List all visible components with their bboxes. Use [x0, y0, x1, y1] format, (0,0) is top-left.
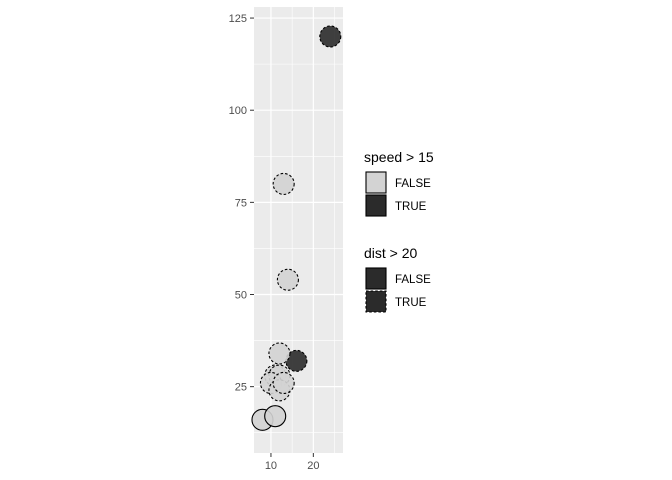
legend-key: [365, 290, 387, 313]
y-tick-label: 50: [235, 290, 247, 302]
legend-key: [365, 171, 387, 194]
axes: 10 20 25 50 75 100 125: [229, 13, 320, 472]
data-point: [276, 268, 299, 291]
y-tick-label: 75: [235, 197, 247, 209]
legend-label: TRUE: [395, 201, 427, 213]
y-tick-label: 100: [229, 105, 247, 117]
legend-key: [365, 194, 387, 217]
legends: speed > 15 FALSE TRUE dist > 20 FALSE TRUE: [364, 149, 434, 313]
data-point: [319, 25, 342, 48]
data-points: [251, 25, 342, 431]
x-tick-label: 20: [307, 460, 319, 472]
y-tick-label: 25: [235, 382, 247, 394]
grid-lines: [254, 7, 343, 453]
legend-title: speed > 15: [364, 149, 434, 165]
data-point: [272, 172, 295, 195]
legend-title: dist > 20: [364, 245, 418, 261]
x-tick-label: 10: [265, 460, 277, 472]
data-point: [268, 342, 291, 365]
data-point: [264, 405, 287, 428]
legend-key: [365, 267, 387, 290]
legend-label: FALSE: [395, 178, 431, 190]
legend-label: FALSE: [395, 274, 431, 286]
data-point: [272, 371, 295, 395]
y-tick-label: 125: [229, 13, 247, 25]
legend-label: TRUE: [395, 297, 427, 309]
